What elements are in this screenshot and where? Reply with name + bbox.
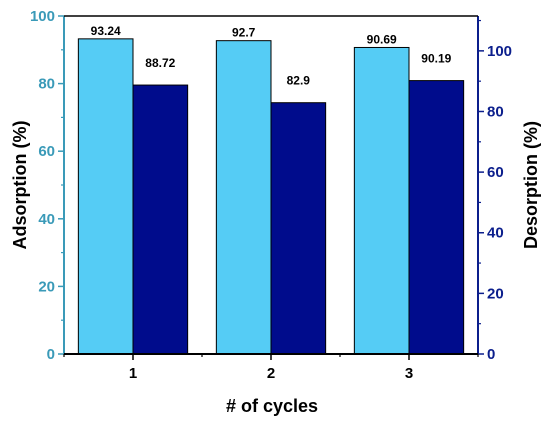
data-labels-layer: 93.24 92.7 90.69 88.72 82.9 90.19 [91, 24, 452, 88]
right-y-axis-title: Desorption (%) [521, 121, 541, 249]
bar-adsorption-2 [215, 40, 272, 355]
data-label-adsorption-2: 92.7 [232, 26, 256, 40]
right-y-tick-label: 0 [487, 346, 495, 363]
data-label-desorption-3: 90.19 [421, 52, 451, 66]
bars-layer [77, 38, 465, 355]
axes-layer: 0 20 40 60 80 100 0 20 40 60 80 100 1 2 3 [30, 8, 512, 382]
bar-desorption-3 [408, 80, 465, 355]
left-y-tick-label: 100 [30, 8, 55, 25]
x-tick-label: 2 [267, 365, 275, 382]
left-y-tick-label: 20 [38, 278, 55, 295]
right-y-tick-label: 60 [487, 164, 504, 181]
x-tick-label: 1 [129, 365, 137, 382]
right-y-tick-label: 40 [487, 225, 504, 242]
data-label-adsorption-1: 93.24 [91, 24, 121, 38]
left-y-tick-label: 40 [38, 211, 55, 228]
right-y-tick-label: 80 [487, 103, 504, 120]
left-y-tick-label: 60 [38, 143, 55, 160]
x-tick-label: 3 [405, 365, 413, 382]
left-y-axis-title: Adsorption (%) [10, 121, 30, 250]
bar-adsorption-3 [353, 46, 410, 355]
right-y-tick-label: 100 [487, 43, 512, 60]
bar-desorption-1 [132, 84, 189, 355]
data-label-adsorption-3: 90.69 [367, 32, 397, 46]
right-y-tick-label: 20 [487, 285, 504, 302]
data-label-desorption-1: 88.72 [145, 56, 175, 70]
left-y-tick-label: 80 [38, 76, 55, 93]
left-y-tick-label: 0 [47, 346, 55, 363]
x-axis-title: # of cycles [226, 396, 318, 416]
bar-desorption-2 [270, 102, 327, 355]
data-label-desorption-2: 82.9 [287, 74, 311, 88]
bar-adsorption-1 [77, 38, 134, 355]
